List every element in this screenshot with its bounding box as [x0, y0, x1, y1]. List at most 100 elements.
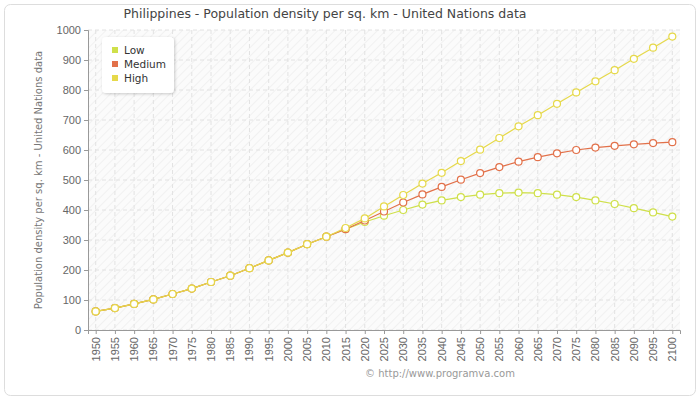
- grid-line: [88, 120, 680, 121]
- axis-title: Population density per sq. km - United N…: [33, 51, 44, 309]
- grid-line: [653, 30, 654, 330]
- title: Philippines - Population density per sq.…: [124, 6, 527, 21]
- grid-line: [287, 30, 288, 330]
- marker: [246, 265, 253, 272]
- tick-label: 1975: [186, 337, 198, 361]
- marker: [323, 233, 330, 240]
- tick-mark: [519, 330, 520, 334]
- marker: [265, 257, 272, 264]
- marker: [169, 291, 176, 298]
- tick: 2030: [397, 330, 409, 361]
- tick: 900: [63, 54, 88, 66]
- tick-label: 1000: [57, 24, 81, 36]
- tick-label: 2025: [378, 337, 390, 361]
- tick-mark: [326, 330, 327, 334]
- tick-label: 2000: [282, 337, 294, 361]
- legend-label: Low: [124, 44, 145, 56]
- tick-label: 800: [63, 84, 81, 96]
- grid-line: [441, 30, 442, 330]
- tick-mark: [192, 330, 193, 334]
- grid-line: [614, 30, 615, 330]
- grid-line: [537, 30, 538, 330]
- marker: [630, 141, 637, 148]
- marker: [496, 164, 503, 171]
- marker: [381, 203, 388, 210]
- tick-mark: [134, 330, 135, 334]
- marker: [419, 191, 426, 198]
- marker: [150, 296, 157, 303]
- tick: 2065: [532, 330, 544, 361]
- tick-label: 1990: [243, 337, 255, 361]
- tick-mark: [442, 330, 443, 334]
- tick: 1000: [57, 24, 88, 36]
- line: [96, 37, 673, 312]
- tick-label: 600: [63, 144, 81, 156]
- marker: [284, 249, 291, 256]
- tick-mark: [403, 330, 404, 334]
- tick: 2015: [340, 330, 352, 361]
- legend-label: High: [124, 72, 148, 84]
- tick: 2095: [647, 330, 659, 361]
- marker: [92, 308, 99, 315]
- tick: 1965: [147, 330, 159, 361]
- marker: [553, 100, 560, 107]
- tick: 1955: [109, 330, 121, 361]
- tick-mark: [84, 90, 88, 91]
- tick-mark: [84, 300, 88, 301]
- tick-mark: [365, 330, 366, 334]
- tick: 1990: [243, 330, 255, 361]
- marker: [630, 55, 637, 62]
- tick-label: 2045: [455, 337, 467, 361]
- tick-label: 500: [63, 174, 81, 186]
- tick: 2080: [589, 330, 601, 361]
- tick-label: 100: [63, 294, 81, 306]
- tick-label: 2030: [397, 337, 409, 361]
- tick-mark: [96, 330, 97, 334]
- marker: [400, 192, 407, 199]
- tick: 400: [63, 204, 88, 216]
- plot-background: [88, 30, 680, 330]
- marker: [188, 285, 195, 292]
- grid: [88, 30, 680, 330]
- tick-mark: [84, 60, 88, 61]
- marker: [208, 279, 215, 286]
- tick: 1995: [263, 330, 275, 361]
- tick-mark: [84, 180, 88, 181]
- marker: [208, 279, 215, 286]
- tick-mark: [249, 330, 250, 334]
- tick-label: 1995: [263, 337, 275, 361]
- tick-mark: [480, 330, 481, 334]
- marker: [304, 241, 311, 248]
- marker: [419, 201, 426, 208]
- tick-label: 1950: [90, 337, 102, 361]
- axis-line: [84, 31, 89, 331]
- grid-line: [307, 30, 308, 330]
- tick-label: 1965: [147, 337, 159, 361]
- tick: 2090: [628, 330, 640, 361]
- tick-mark: [634, 330, 635, 334]
- grid-line: [364, 30, 365, 330]
- tick-mark: [615, 330, 616, 334]
- marker: [496, 135, 503, 142]
- tick-label: 2095: [647, 337, 659, 361]
- grid-line: [326, 30, 327, 330]
- tick-label: 2005: [301, 337, 313, 361]
- marker: [265, 257, 272, 264]
- tick-label: 2040: [436, 337, 448, 361]
- marker: [611, 142, 618, 149]
- marker: [573, 194, 580, 201]
- marker: [169, 291, 176, 298]
- tick: 2020: [359, 330, 371, 361]
- grid-line: [518, 30, 519, 330]
- marker: [592, 78, 599, 85]
- marker: [553, 191, 560, 198]
- tick-label: 2035: [416, 337, 428, 361]
- line: [96, 142, 673, 311]
- marker: [111, 305, 118, 312]
- marker: [496, 190, 503, 197]
- marker: [246, 265, 253, 272]
- marker: [227, 272, 234, 279]
- tick: 2060: [513, 330, 525, 361]
- marker: [534, 112, 541, 119]
- tick-label: 2070: [551, 337, 563, 361]
